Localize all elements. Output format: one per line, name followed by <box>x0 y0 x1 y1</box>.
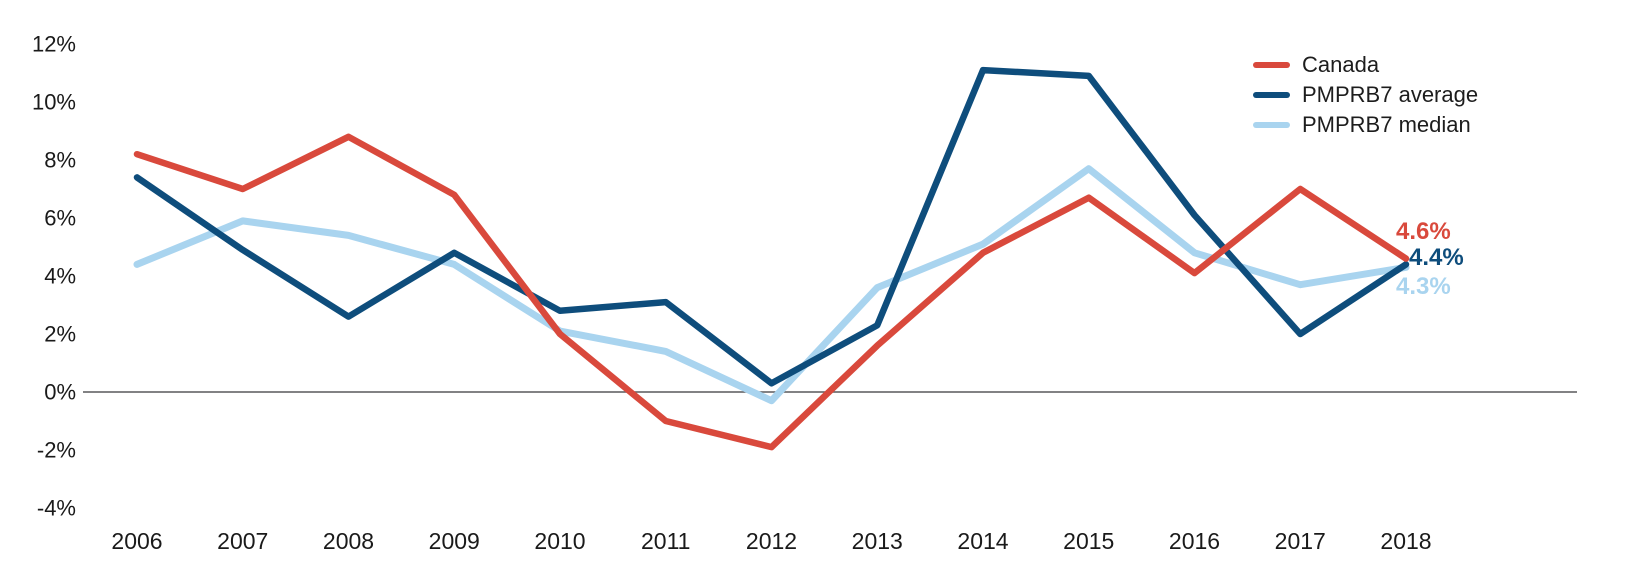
pmprb7-average-legend-swatch-icon <box>1253 92 1290 98</box>
x-tick-label: 2011 <box>641 528 690 554</box>
legend-item-pmprb7-average: PMPRB7 average <box>1253 80 1478 110</box>
x-tick-label: 2009 <box>429 528 480 554</box>
pmprb7-average-end-value-label: 4.4% <box>1409 244 1464 271</box>
pmprb7-median-legend-swatch-icon <box>1253 122 1290 128</box>
x-tick-label: 2013 <box>852 528 903 554</box>
y-tick-label: 10% <box>32 90 76 115</box>
x-tick-label: 2008 <box>323 528 374 554</box>
pmprb7-average-line <box>133 66 1410 387</box>
legend-item-canada: Canada <box>1253 50 1478 80</box>
y-tick-label: -4% <box>37 496 76 521</box>
y-tick-label: 2% <box>44 322 76 347</box>
y-tick-label: -2% <box>37 438 76 463</box>
x-tick-label: 2018 <box>1380 528 1431 554</box>
legend-item-pmprb7-median: PMPRB7 median <box>1253 110 1478 140</box>
y-tick-label: 4% <box>44 264 76 289</box>
y-tick-label: 6% <box>44 206 76 231</box>
x-tick-label: 2007 <box>217 528 268 554</box>
canada-legend-swatch-icon <box>1253 62 1290 68</box>
x-tick-label: 2006 <box>111 528 162 554</box>
x-tick-label: 2010 <box>534 528 585 554</box>
legend: Canada PMPRB7 average PMPRB7 median <box>1253 50 1478 140</box>
x-tick-label: 2014 <box>957 528 1008 554</box>
y-axis-labels: 12% 10% 8% 6% 4% 2% 0% -2% -4% <box>32 32 76 521</box>
x-tick-label: 2017 <box>1275 528 1326 554</box>
pmprb7-median-line <box>133 165 1410 405</box>
chart-lines <box>133 66 1410 451</box>
pmprb7-average-legend-label: PMPRB7 average <box>1302 82 1479 107</box>
pmprb7-median-end-value-label: 4.3% <box>1396 273 1451 300</box>
x-tick-label: 2012 <box>746 528 797 554</box>
x-axis-labels: 2006 2007 2008 2009 2010 2011 2012 2013 2014 2015… <box>111 528 1431 554</box>
y-tick-label: 0% <box>44 380 76 405</box>
canada-line <box>133 133 1410 451</box>
y-tick-label: 8% <box>44 148 76 173</box>
pmprb7-median-legend-label: PMPRB7 median <box>1302 112 1471 137</box>
x-tick-label: 2016 <box>1169 528 1220 554</box>
canada-end-value-label: 4.6% <box>1396 218 1451 245</box>
y-tick-label: 12% <box>32 32 76 57</box>
canada-legend-label: Canada <box>1302 52 1380 77</box>
x-tick-label: 2015 <box>1063 528 1114 554</box>
